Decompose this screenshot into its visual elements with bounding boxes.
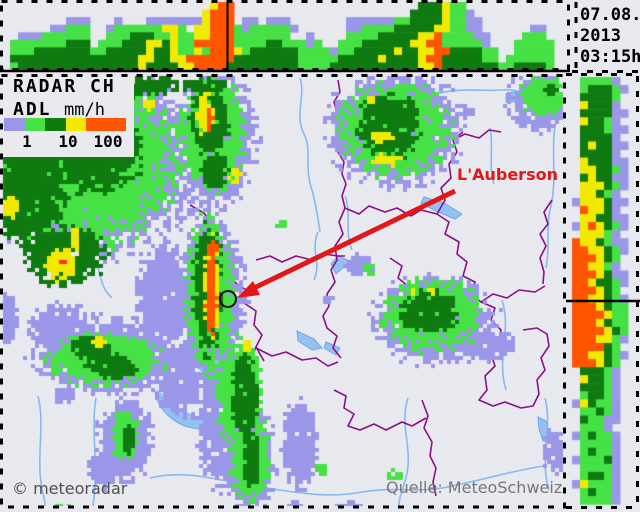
legend-color-segment [66,118,86,131]
timestamp: 07.08. 2013 03:15h [580,5,640,68]
legend-product: ADL [13,99,52,120]
legend-tick: 100 [93,132,123,151]
legend-color-segment [86,118,126,131]
timestamp-date: 07.08. [580,5,640,25]
legend-color-segment [45,118,66,131]
legend-title: RADAR CH [13,76,116,97]
source-text: Quelle: MeteoSchweiz [386,478,563,497]
timestamp-time: 03:15h [580,47,640,67]
timestamp-year: 2013 [580,26,621,46]
legend-tick: 10 [58,132,78,151]
legend: RADAR CH ADL mm/h 1 10 100 [2,75,134,157]
location-label: L'Auberson [457,165,558,184]
legend-color-segment [4,118,25,131]
legend-units: mm/h [64,100,105,120]
copyright-text: © meteoradar [12,479,128,498]
legend-tick-labels: 1 10 100 [2,132,134,151]
legend-colorbar [4,118,126,131]
legend-color-segment [25,118,45,131]
legend-tick: 1 [22,132,32,151]
